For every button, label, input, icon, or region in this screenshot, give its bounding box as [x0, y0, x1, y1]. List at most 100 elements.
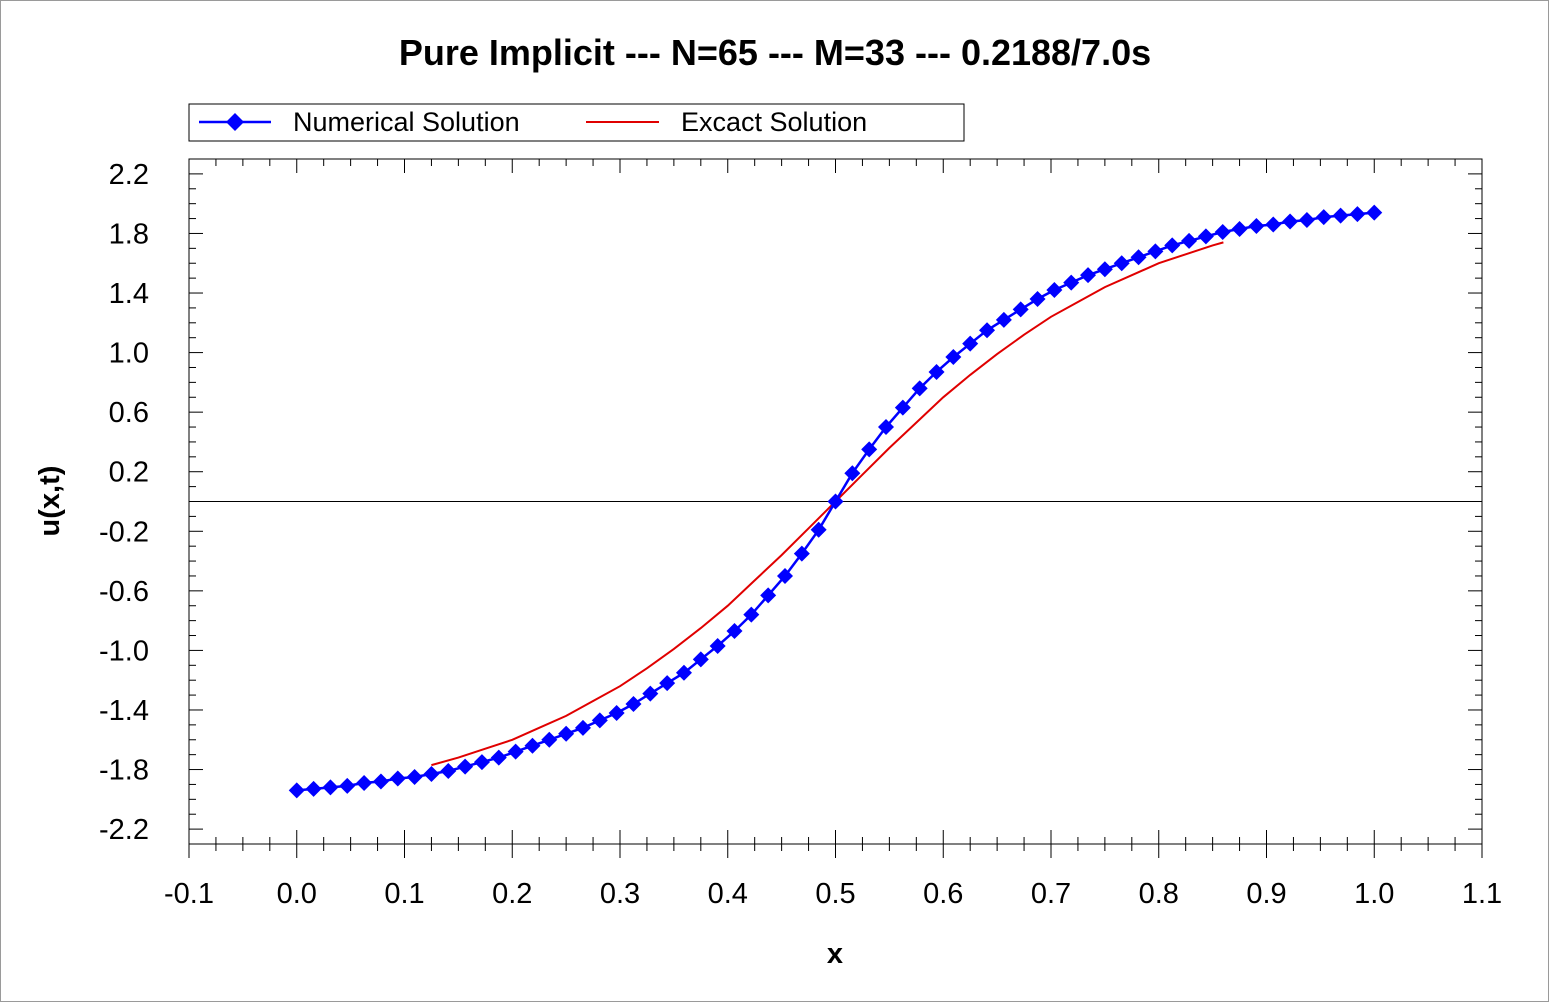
numerical-point [709, 637, 726, 654]
numerical-point [1197, 228, 1214, 245]
numerical-point [423, 766, 440, 783]
y-tick-label: 1.4 [109, 278, 149, 310]
numerical-point [524, 737, 541, 754]
numerical-point [1298, 212, 1315, 229]
x-tick-label: 0.6 [923, 878, 963, 910]
numerical-point [288, 782, 305, 799]
numerical-point [642, 685, 659, 702]
numerical-point [490, 749, 507, 766]
x-tick-label: -0.1 [164, 878, 214, 910]
numerical-point [776, 567, 793, 584]
numerical-point [591, 712, 608, 729]
numerical-point [1248, 218, 1265, 235]
y-tick-label: -0.2 [99, 516, 149, 548]
y-tick-label: -1.8 [99, 755, 149, 787]
numerical-point [372, 773, 389, 790]
numerical-point [962, 335, 979, 352]
x-tick-label: 0.7 [1031, 878, 1071, 910]
numerical-point [1046, 282, 1063, 299]
numerical-point [861, 441, 878, 458]
y-tick-label: -1.4 [99, 695, 149, 727]
x-tick-label: 0.0 [277, 878, 317, 910]
numerical-point [541, 731, 558, 748]
numerical-point [356, 774, 373, 791]
x-tick-label: 0.2 [492, 878, 532, 910]
y-tick-label: 2.2 [109, 159, 149, 191]
numerical-point [574, 719, 591, 736]
legend: Numerical Solution Excact Solution [188, 103, 965, 142]
numerical-point [726, 623, 743, 640]
y-tick-label: -1.0 [99, 635, 149, 667]
y-tick-label: 1.0 [109, 338, 149, 370]
numerical-point [608, 704, 625, 721]
numerical-point [1063, 274, 1080, 291]
x-tick-label: 0.8 [1139, 878, 1179, 910]
numerical-point [1181, 232, 1198, 249]
numerical-point [675, 664, 692, 681]
numerical-point [507, 743, 524, 760]
numerical-point [1130, 249, 1147, 266]
numerical-point [844, 465, 861, 482]
numerical-point [911, 380, 928, 397]
numerical-point [440, 763, 457, 780]
legend-numerical-label: Numerical Solution [293, 107, 520, 137]
tick-labels: 2.2 1.8 1.4 1.0 0.6 0.2 -0.2 -0.6 -1.0 -1.4 -1.8 -2… [99, 159, 1502, 910]
numerical-point [1164, 237, 1181, 254]
numerical-point [305, 780, 322, 797]
numerical-point [1332, 207, 1349, 224]
chart-title: Pure Implicit --- N=65 --- M=33 --- 0.21… [399, 32, 1151, 73]
numerical-point [1113, 255, 1130, 272]
numerical-point [625, 696, 642, 713]
numerical-point [810, 521, 827, 538]
legend-exact-label: Excact Solution [681, 107, 867, 137]
numerical-point [878, 419, 895, 436]
numerical-point [1265, 216, 1282, 233]
x-tick-label: 0.9 [1246, 878, 1286, 910]
x-tick-label: 1.1 [1462, 878, 1502, 910]
legend-numerical-marker [226, 113, 244, 131]
numerical-point [1029, 290, 1046, 307]
numerical-point [995, 311, 1012, 328]
y-tick-label: 0.6 [109, 397, 149, 429]
numerical-point [1349, 206, 1366, 223]
x-tick-label: 0.1 [384, 878, 424, 910]
numerical-point [473, 754, 490, 771]
numerical-point [558, 725, 575, 742]
y-tick-label: 1.8 [109, 218, 149, 250]
numerical-point [692, 651, 709, 668]
numerical-point [793, 545, 810, 562]
numerical-point [894, 399, 911, 416]
numerical-point [457, 758, 474, 775]
numerical-point [389, 770, 406, 787]
x-tick-label: 0.5 [815, 878, 855, 910]
y-axis-label: u(x,t) [34, 466, 66, 537]
legend-box [188, 103, 965, 142]
numerical-point [1282, 213, 1299, 230]
numerical-point [1366, 204, 1383, 221]
numerical-point [406, 768, 423, 785]
series-layer [288, 204, 1383, 799]
numerical-point [827, 493, 844, 510]
numerical-point [1231, 220, 1248, 237]
numerical-point [339, 777, 356, 794]
series-exact-line [431, 241, 1224, 767]
numerical-point [1096, 261, 1113, 278]
numerical-point [322, 779, 339, 796]
numerical-point [928, 363, 945, 380]
numerical-point [1080, 267, 1097, 284]
numerical-point [945, 349, 962, 366]
y-tick-label: -2.2 [99, 814, 149, 846]
axis-ticks [188, 158, 1483, 858]
numerical-point [1012, 301, 1029, 318]
numerical-point [743, 606, 760, 623]
numerical-point [659, 675, 676, 692]
y-tick-label: -0.6 [99, 576, 149, 608]
x-axis-label: x [827, 938, 843, 970]
y-tick-label: 0.2 [109, 457, 149, 489]
x-tick-label: 1.0 [1354, 878, 1394, 910]
x-tick-label: 0.3 [600, 878, 640, 910]
numerical-point [1147, 243, 1164, 260]
numerical-point [760, 587, 777, 604]
numerical-point [979, 322, 996, 339]
